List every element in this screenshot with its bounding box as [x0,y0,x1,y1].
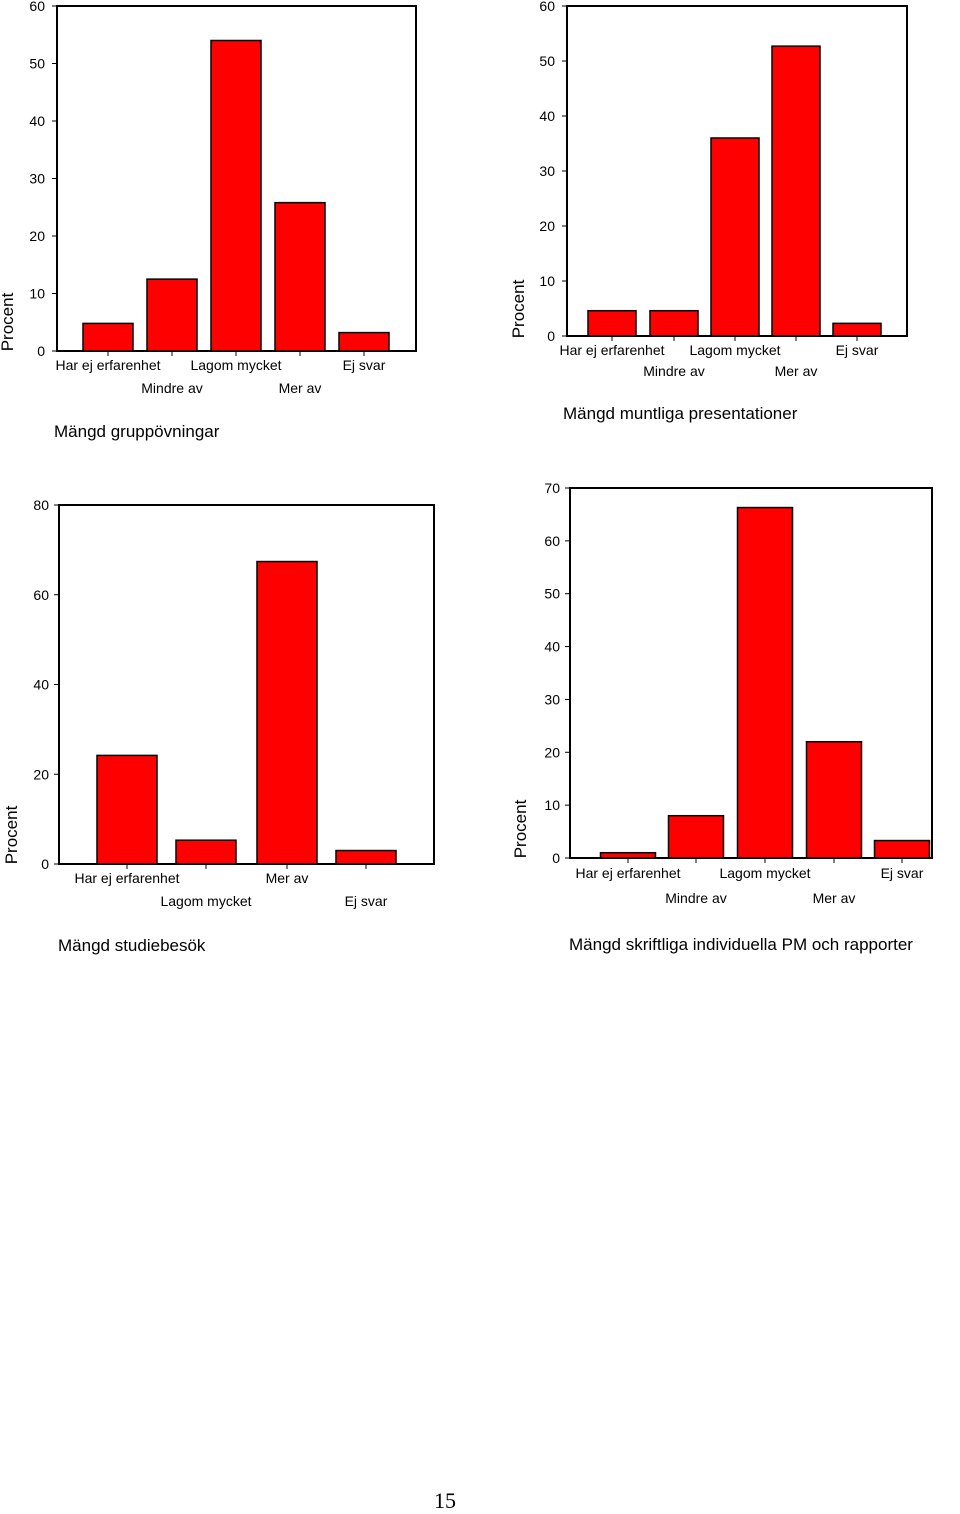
y-tick-label: 30 [29,171,45,187]
x-tick-label: Har ej erfarenhet [559,342,664,358]
y-tick-label: 0 [37,343,45,359]
y-axis-label: Procent [0,292,17,351]
chart-title: Mängd gruppövningar [54,422,220,441]
y-tick-label: 60 [33,587,49,603]
bar-har-ej-erfarenhet [96,754,158,865]
y-tick-label: 50 [539,53,555,69]
y-axis-label: Procent [2,805,21,864]
y-tick-label: 80 [33,497,49,513]
x-tick-label: Mindre av [141,380,202,396]
y-tick-label: 40 [29,113,45,129]
chart-title: Mängd skriftliga individuella PM och rap… [569,935,913,954]
x-tick-label: Har ej erfarenhet [55,357,160,373]
x-tick-label: Lagom mycket [190,357,281,373]
bar-ej-svar [873,839,931,859]
y-tick-label: 20 [544,744,560,760]
bar-mindre-av [649,309,699,337]
x-tick-label: Ej svar [881,865,924,881]
x-tick-label: Har ej erfarenhet [575,865,680,881]
y-tick-label: 60 [539,0,555,14]
y-tick-label: 0 [547,328,555,344]
y-tick-label: 20 [33,766,49,782]
bar-mindre-av [146,278,198,352]
y-tick-label: 10 [544,797,560,813]
bar-har-ej-erfarenhet [587,309,637,337]
y-axis-label: Procent [511,799,530,858]
y-tick-label: 60 [544,533,560,549]
y-tick-label: 10 [539,273,555,289]
y-tick-label: 40 [544,639,560,655]
y-tick-label: 0 [41,856,49,872]
y-tick-label: 40 [539,108,555,124]
page-number: 15 [434,1488,456,1513]
y-tick-label: 10 [29,286,45,302]
x-tick-label: Lagom mycket [689,342,780,358]
x-tick-label: Mer av [266,870,309,886]
x-tick-label: Har ej erfarenhet [74,870,179,886]
y-tick-label: 40 [33,677,49,693]
y-tick-label: 50 [544,586,560,602]
x-tick-label: Ej svar [345,893,388,909]
x-tick-label: Mindre av [643,363,704,379]
y-tick-label: 20 [539,218,555,234]
bar-mer-av [805,740,863,859]
y-tick-label: 50 [29,56,45,72]
bar-mindre-av [667,814,725,859]
x-tick-label: Ej svar [343,357,386,373]
x-tick-label: Ej svar [836,342,879,358]
y-tick-label: 20 [29,228,45,244]
y-tick-label: 30 [539,163,555,179]
x-tick-label: Mer av [775,363,818,379]
bar-lagom-mycket [710,137,760,337]
x-tick-label: Lagom mycket [160,893,251,909]
x-tick-label: Mer av [279,380,322,396]
bar-lagom-mycket [736,506,794,859]
chart-title: Mängd muntliga presentationer [563,404,798,423]
x-tick-label: Mindre av [665,890,726,906]
y-tick-label: 30 [544,691,560,707]
y-tick-label: 60 [29,0,45,14]
x-tick-label: Mer av [813,890,856,906]
y-tick-label: 70 [544,480,560,496]
bar-mer-av [256,560,318,865]
bar-mer-av [274,201,326,352]
y-tick-label: 0 [552,850,560,866]
bar-lagom-mycket [210,39,262,352]
bar-mer-av [771,45,821,337]
bar-har-ej-erfarenhet [599,851,657,859]
y-axis-label: Procent [509,279,528,338]
x-tick-label: Lagom mycket [719,865,810,881]
chart-title: Mängd studiebesök [58,936,206,955]
